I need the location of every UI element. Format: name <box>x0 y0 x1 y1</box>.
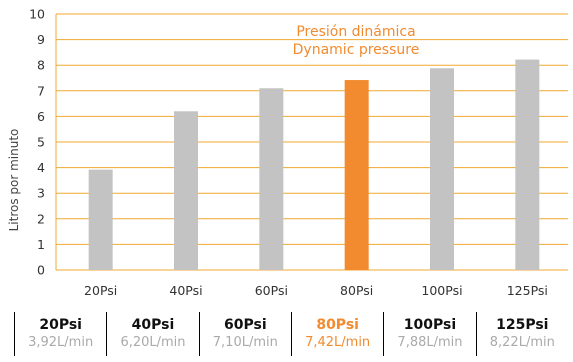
summary-flow: 7,10L/min <box>212 335 278 350</box>
x-tick-label: 100Psi <box>421 283 462 298</box>
summary-cell: 60Psi 7,10L/min <box>198 312 291 356</box>
y-tick-label: 7 <box>37 83 45 98</box>
bar-60psi <box>259 88 284 271</box>
x-tick-labels: 20Psi 40Psi 60Psi 80Psi 100Psi 125Psi <box>84 283 548 298</box>
summary-cell: 100Psi 7,88L/min <box>383 312 475 356</box>
y-tick-label: 4 <box>37 160 45 175</box>
y-tick-label: 3 <box>37 186 45 201</box>
x-tick-label: 60Psi <box>255 283 288 298</box>
x-tick-label: 80Psi <box>340 283 373 298</box>
summary-cell: 20Psi 3,92L/min <box>14 312 106 356</box>
summary-pressure: 80Psi <box>316 317 359 333</box>
x-tick-label: 40Psi <box>169 283 202 298</box>
bar-20psi <box>88 169 113 270</box>
summary-cell: 125Psi 8,22L/min <box>475 312 568 356</box>
bar-100psi <box>430 68 454 270</box>
y-tick-label: 2 <box>37 211 45 226</box>
y-tick-labels: 0 1 2 3 4 5 6 7 8 9 10 <box>29 7 45 278</box>
x-tick-label: 20Psi <box>84 283 117 298</box>
summary-flow: 3,92L/min <box>28 335 94 350</box>
summary-cell: 40Psi 6,20L/min <box>106 312 198 356</box>
bar-40psi <box>174 111 198 270</box>
x-tick-label: 125Psi <box>507 283 548 298</box>
summary-pressure: 60Psi <box>224 317 267 333</box>
summary-pressure: 100Psi <box>403 317 457 333</box>
summary-table: 20Psi 3,92L/min 40Psi 6,20L/min 60Psi 7,10L/m… <box>14 312 568 356</box>
y-tick-label: 10 <box>29 7 45 22</box>
bar-125psi <box>515 59 540 271</box>
y-axis-label: Litros por minuto <box>7 129 21 232</box>
summary-pressure: 125Psi <box>496 317 549 333</box>
bar-chart: 0 1 2 3 4 5 6 7 8 9 10 20Psi 40Psi 60Psi 80Psi 100Psi 1… <box>7 7 568 298</box>
y-tick-label: 1 <box>37 237 45 252</box>
summary-flow: 8,22L/min <box>489 335 555 350</box>
annotation-english: Dynamic pressure <box>293 42 420 58</box>
annotation-spanish: Presión dinámica <box>296 24 415 40</box>
summary-pressure: 20Psi <box>39 317 82 333</box>
y-tick-label: 0 <box>37 263 45 278</box>
summary-flow: 7,42L/min <box>305 335 371 350</box>
grid-lines <box>55 13 568 271</box>
summary-cell: 80Psi 7,42L/min <box>290 312 383 356</box>
bar-80psi <box>344 80 369 270</box>
summary-flow: 6,20L/min <box>120 335 186 350</box>
y-tick-label: 6 <box>37 109 45 124</box>
y-tick-label: 5 <box>37 135 45 150</box>
bars <box>88 59 540 271</box>
y-tick-label: 8 <box>37 58 45 73</box>
y-tick-label: 9 <box>37 32 45 47</box>
summary-flow: 7,88L/min <box>397 335 463 350</box>
summary-pressure: 40Psi <box>131 317 175 333</box>
